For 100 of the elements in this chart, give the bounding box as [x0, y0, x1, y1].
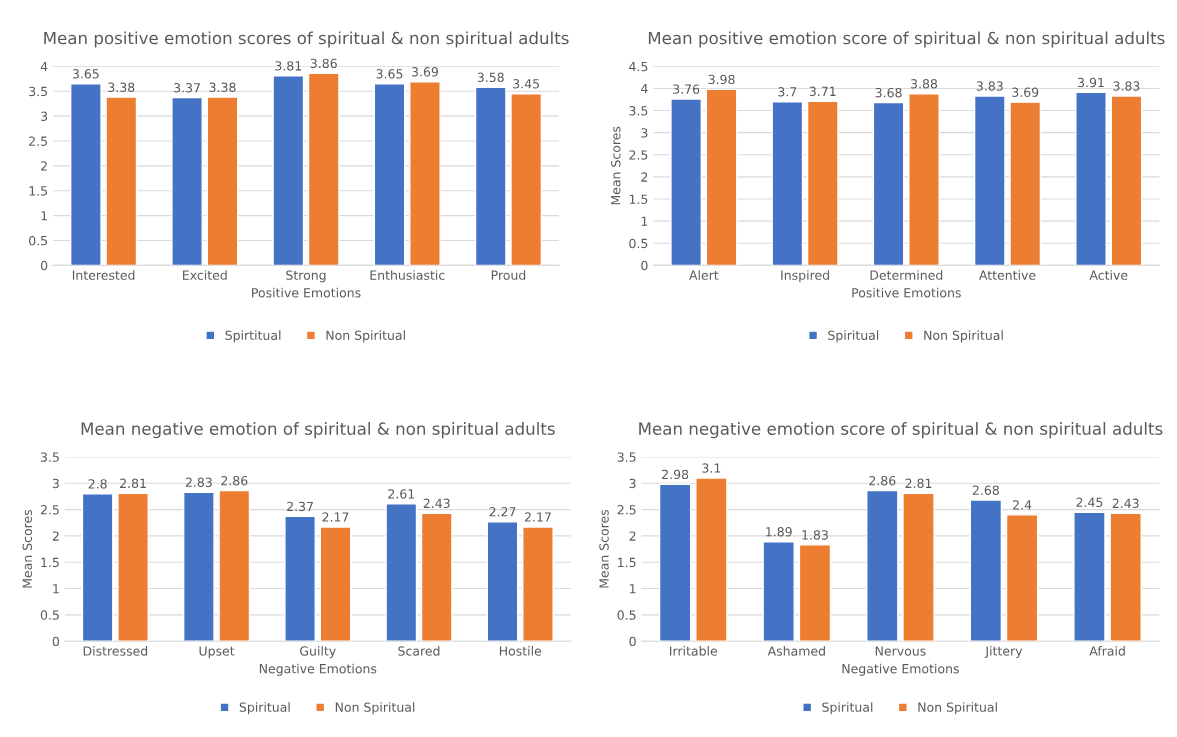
y-tick-label: 1	[641, 216, 648, 226]
chart-title: Mean negative emotion score of spiritual & non spiritual adults	[639, 422, 1163, 439]
x-tick-label: Nervous	[875, 646, 926, 656]
x-axis-title: Positive Emotions	[252, 287, 361, 298]
data-label: 3.91	[1078, 77, 1104, 88]
x-tick-label: Inspired	[781, 270, 829, 283]
y-tick-label: 4	[40, 61, 48, 72]
data-label: 3.83	[976, 81, 1003, 91]
data-label: 2.4	[1013, 500, 1032, 510]
data-label: 3.65	[376, 69, 403, 79]
x-tick-label: Distressed	[83, 646, 148, 656]
bar	[385, 503, 418, 642]
bar	[206, 96, 239, 266]
bar	[218, 489, 251, 642]
x-tick-label: Enthusiastic	[370, 270, 445, 280]
bar	[522, 526, 554, 642]
y-tick-label: 0.5	[40, 610, 59, 620]
bar	[182, 491, 215, 642]
y-tick-label: 0	[629, 636, 636, 647]
y-tick-label: 3	[41, 111, 48, 121]
bar	[1109, 512, 1142, 642]
data-label: 2.17	[524, 512, 551, 522]
y-tick-label: 1	[630, 584, 636, 594]
x-tick-label: Determined	[870, 270, 943, 280]
x-axis-title: Positive Emotions	[852, 287, 961, 298]
bar	[806, 100, 839, 266]
x-tick-label: Hostile	[499, 646, 542, 656]
x-tick-label: Proud	[491, 270, 526, 280]
data-label: 3.37	[174, 83, 200, 93]
bar	[908, 93, 940, 266]
bar	[171, 96, 203, 266]
y-tick-label: 0	[40, 260, 48, 271]
data-label: 2.81	[905, 478, 932, 489]
data-label: 2.68	[972, 485, 999, 495]
y-tick-label: 1.5	[41, 557, 59, 568]
bar	[1009, 101, 1042, 266]
data-label: 2.61	[388, 489, 415, 499]
data-label: 2.17	[322, 512, 349, 522]
y-tick-label: 1.5	[29, 186, 48, 196]
bar	[658, 483, 692, 642]
bar	[902, 492, 935, 642]
bar	[1073, 511, 1106, 642]
bar	[105, 96, 138, 266]
x-tick-label: Active	[1089, 270, 1128, 280]
data-label: 3.69	[1012, 87, 1039, 97]
data-label: 3.98	[708, 74, 735, 85]
y-tick-label: 3	[641, 128, 648, 138]
y-tick-label: 0	[52, 636, 60, 647]
y-axis-title: Mean Scores	[22, 509, 33, 588]
y-tick-label: 2	[52, 531, 59, 541]
chart-title: Mean negative emotion of spiritual & non spiritual adults	[81, 422, 555, 439]
data-label: 2.98	[662, 469, 689, 480]
bar	[272, 75, 305, 266]
legend-label: Non Spiritual	[918, 702, 997, 715]
chart-title: Mean positive emotion scores of spiritual & non spiritual adults	[44, 31, 569, 48]
data-label: 3.45	[513, 79, 539, 89]
y-tick-label: 3.5	[617, 452, 636, 462]
bar	[474, 86, 507, 266]
data-label: 2.45	[1076, 497, 1103, 508]
x-tick-label: Scared	[398, 646, 440, 656]
data-label: 2.27	[489, 507, 516, 517]
bar	[409, 81, 441, 266]
chart-title: Mean positive emotion score of spiritual & non spiritual adults	[648, 31, 1165, 48]
bar	[1005, 514, 1039, 642]
data-label: 1.83	[802, 530, 828, 540]
x-tick-label: Afraid	[1089, 646, 1125, 656]
bar	[798, 544, 832, 642]
data-label: 3.38	[209, 82, 236, 92]
y-tick-label: 3	[629, 478, 636, 489]
bar	[81, 493, 114, 642]
data-label: 3.76	[673, 84, 700, 94]
data-label: 3.86	[310, 58, 337, 69]
legend-label: Spirtitual	[225, 330, 281, 343]
x-tick-label: Interested	[72, 270, 135, 280]
x-tick-label: Attentive	[979, 270, 1036, 280]
x-tick-label: Strong	[286, 270, 326, 283]
bar	[771, 101, 804, 266]
bar	[486, 520, 519, 642]
bar	[284, 515, 316, 642]
y-tick-label: 4.5	[629, 61, 648, 72]
data-label: 3.1	[702, 463, 721, 473]
y-axis-title: Mean Scores	[611, 126, 621, 205]
data-label: 2.43	[1112, 498, 1139, 509]
y-tick-label: 1	[53, 584, 59, 594]
data-label: 2.37	[287, 501, 313, 512]
data-label: 3.65	[72, 69, 99, 79]
y-tick-label: 2.5	[29, 136, 48, 146]
legend-label: Non Spiritual	[326, 330, 405, 343]
x-tick-label: Alert	[689, 270, 719, 280]
data-label: 3.83	[1113, 81, 1140, 91]
y-tick-label: 3.5	[29, 86, 48, 97]
bar	[670, 98, 703, 266]
y-tick-label: 2.5	[617, 505, 636, 515]
y-tick-label: 0.5	[617, 610, 636, 620]
bar	[373, 83, 406, 266]
bar	[1110, 95, 1143, 266]
bar	[420, 512, 453, 642]
x-tick-label: Guilty	[300, 646, 336, 659]
x-tick-label: Excited	[183, 270, 227, 280]
y-tick-label: 3	[52, 478, 59, 489]
